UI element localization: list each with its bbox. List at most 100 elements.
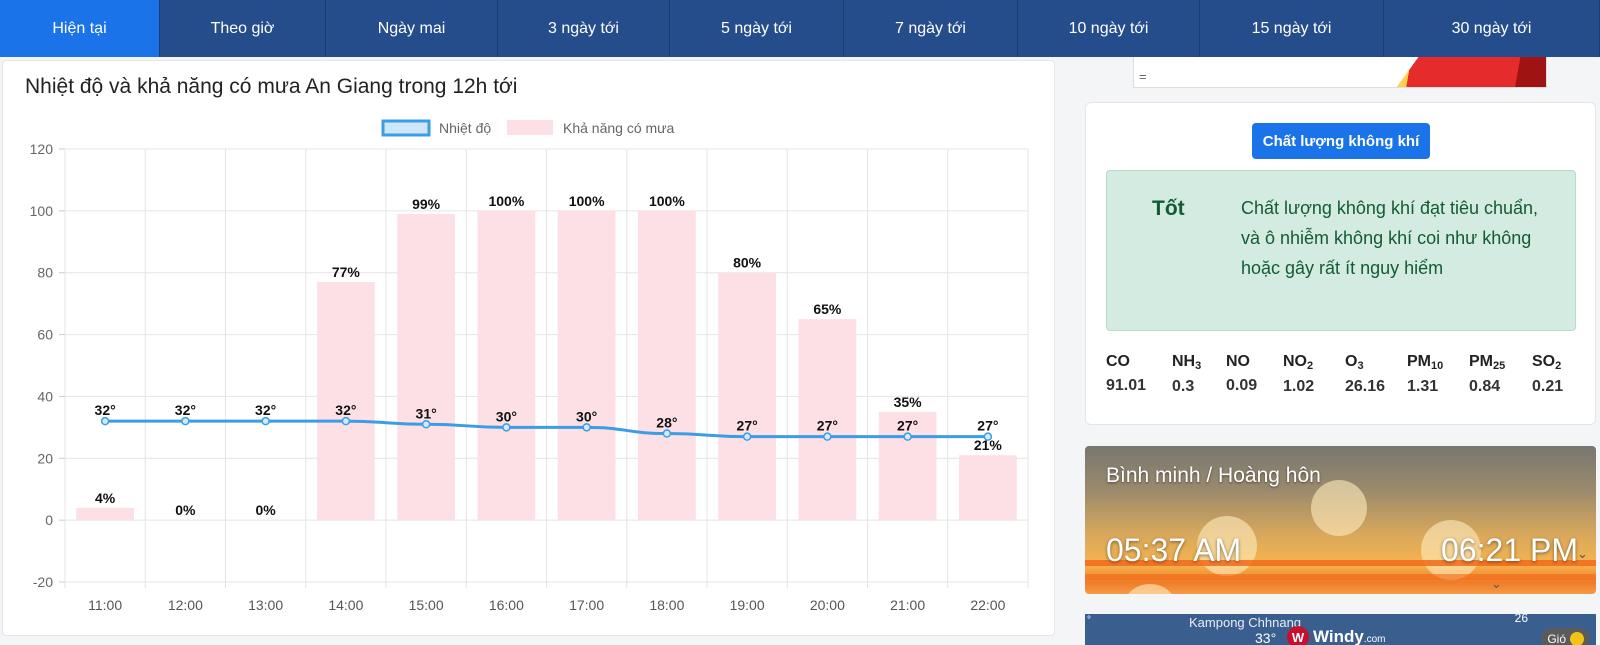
sun-glow (1311, 480, 1367, 536)
legend-swatch-rain (507, 120, 553, 135)
temperature-point (582, 423, 591, 432)
sun-glow (1197, 516, 1257, 576)
ad-banner[interactable]: = (1133, 57, 1547, 88)
horizon-stripe (1085, 560, 1596, 566)
x-tick-label: 20:00 (810, 597, 845, 613)
map-temperature: 33° (1255, 630, 1277, 645)
x-tick-label: 22:00 (970, 597, 1005, 613)
tab-7[interactable]: 10 ngày tới (1018, 0, 1200, 57)
map-corner-number: 26 (1514, 614, 1528, 625)
rain-label: 100% (569, 193, 605, 209)
pollutant-list: CO 91.01 NH3 0.3 NO 0.09 NO2 1.02 O3 26.16 PM10 1.3… (1106, 353, 1586, 403)
tab-6[interactable]: 7 ngày tới (844, 0, 1018, 57)
pollutant-value: 0.09 (1226, 377, 1258, 394)
chart-title: Nhiệt độ và khả năng có mưa An Giang tro… (25, 75, 518, 98)
temperature-rain-chart: -20 0 20 40 60 80 100 120 4% 0% 0% 77% 99% 100% 100% 10… (30, 119, 1029, 613)
pollutant-item: NH3 0.3 (1172, 353, 1201, 396)
x-tick-label: 18:00 (649, 597, 684, 613)
temperature-point (662, 429, 672, 438)
pollutant-item: NO2 1.02 (1283, 353, 1314, 396)
temperature-point (903, 432, 912, 441)
temperature-label: 31° (416, 405, 437, 421)
rain-label: 100% (488, 193, 524, 209)
temperature-point (742, 432, 752, 441)
x-tick-label: 15:00 (409, 597, 444, 613)
y-tick-label: 0 (45, 512, 53, 528)
bird-icon: ⌄ (1577, 546, 1588, 561)
rain-bar (316, 281, 375, 521)
temperature-point (341, 416, 351, 426)
tab-3[interactable]: Ngày mai (326, 0, 498, 57)
rain-bar (76, 507, 135, 521)
wind-label: Gió (1547, 632, 1566, 645)
rain-bar (397, 213, 456, 521)
windy-map[interactable]: ° Kampong Chhnang 33° W Windy.com 26 Gió (1085, 614, 1596, 645)
legend-label-temperature: Nhiệt độ (439, 120, 491, 136)
windy-logo[interactable]: W Windy.com (1287, 626, 1386, 645)
rain-label: 4% (95, 490, 116, 506)
sun-glow (1421, 520, 1481, 580)
rain-label: 100% (649, 193, 685, 209)
pollutant-value: 0.3 (1172, 378, 1195, 395)
pollutant-value: 91.01 (1106, 377, 1147, 394)
pollutant-name: NO2 (1283, 353, 1314, 372)
windy-logo-icon: W (1287, 626, 1309, 645)
rain-bar (718, 272, 777, 521)
sunset-time: 06:21 PM (1441, 532, 1578, 568)
temperature-point (421, 420, 431, 429)
pollutant-value: 1.02 (1283, 378, 1315, 395)
banner-graphic (1396, 57, 1546, 87)
tab-8[interactable]: 15 ngày tới (1200, 0, 1384, 57)
air-quality-button[interactable]: Chất lượng không khí (1252, 123, 1430, 159)
rain-bar (958, 455, 1017, 521)
x-tick-label: 14:00 (328, 597, 363, 613)
tab-9[interactable]: 30 ngày tới (1384, 0, 1600, 57)
x-tick-label: 19:00 (730, 597, 765, 613)
temperature-point (181, 416, 190, 426)
y-tick-label: 120 (30, 141, 54, 157)
pollutant-value: 26.16 (1345, 378, 1386, 395)
tab-4[interactable]: 3 ngày tới (498, 0, 670, 57)
rain-bar (557, 210, 616, 521)
legend-label-rain: Khả năng có mưa (563, 120, 675, 136)
legend-swatch-temperature (381, 119, 431, 137)
rain-label: 77% (332, 264, 361, 280)
y-tick-label: 20 (37, 450, 53, 466)
sunrise-sunset-card: ⌄ ⌄ Bình minh / Hoàng hôn 05:37 AM 06:21… (1085, 446, 1596, 594)
temperature-label: 27° (977, 418, 998, 434)
x-tick-label: 13:00 (248, 597, 283, 613)
temperature-label: 27° (897, 418, 918, 434)
x-tick-label: 21:00 (890, 597, 925, 613)
pollutant-value: 0.21 (1532, 378, 1564, 395)
temperature-point (261, 416, 270, 426)
y-tick-label: 100 (30, 203, 54, 219)
rain-label: 65% (813, 301, 842, 317)
air-quality-status-box: Tốt Chất lượng không khí đạt tiêu chuẩn,… (1106, 170, 1576, 331)
x-tick-label: 11:00 (88, 597, 122, 613)
temperature-label: 30° (576, 408, 597, 424)
pollutant-name: NH3 (1172, 353, 1202, 372)
y-tick-label: -20 (33, 574, 53, 590)
pollutant-value: 1.31 (1407, 378, 1439, 395)
pollutant-name: O3 (1345, 353, 1364, 372)
tab-2[interactable]: Theo giờ (160, 0, 326, 57)
rain-label: 21% (974, 437, 1003, 453)
map-marker-icon: ° (1087, 615, 1091, 626)
temperature-point (502, 423, 511, 432)
tab-1[interactable]: Hiện tại (0, 0, 160, 57)
sun-glow (1125, 584, 1175, 594)
temperature-point (983, 432, 993, 441)
pollutant-name: CO (1106, 353, 1130, 370)
temperature-label: 32° (255, 402, 276, 418)
tab-5[interactable]: 5 ngày tới (670, 0, 844, 57)
temperature-label: 32° (95, 402, 116, 418)
forecast-tabs: Hiện tại Theo giờ Ngày mai 3 ngày tới 5 ngày… (0, 0, 1600, 57)
temperature-label: 30° (496, 408, 517, 424)
temperature-label: 27° (737, 418, 758, 434)
rain-bar (637, 210, 696, 521)
pollutant-item: O3 26.16 (1345, 353, 1385, 396)
rain-bar (477, 210, 536, 521)
pollutant-item: PM25 0.84 (1469, 353, 1505, 396)
wind-layer-button[interactable]: Gió (1541, 628, 1590, 645)
pollutant-name: SO2 (1532, 353, 1562, 372)
